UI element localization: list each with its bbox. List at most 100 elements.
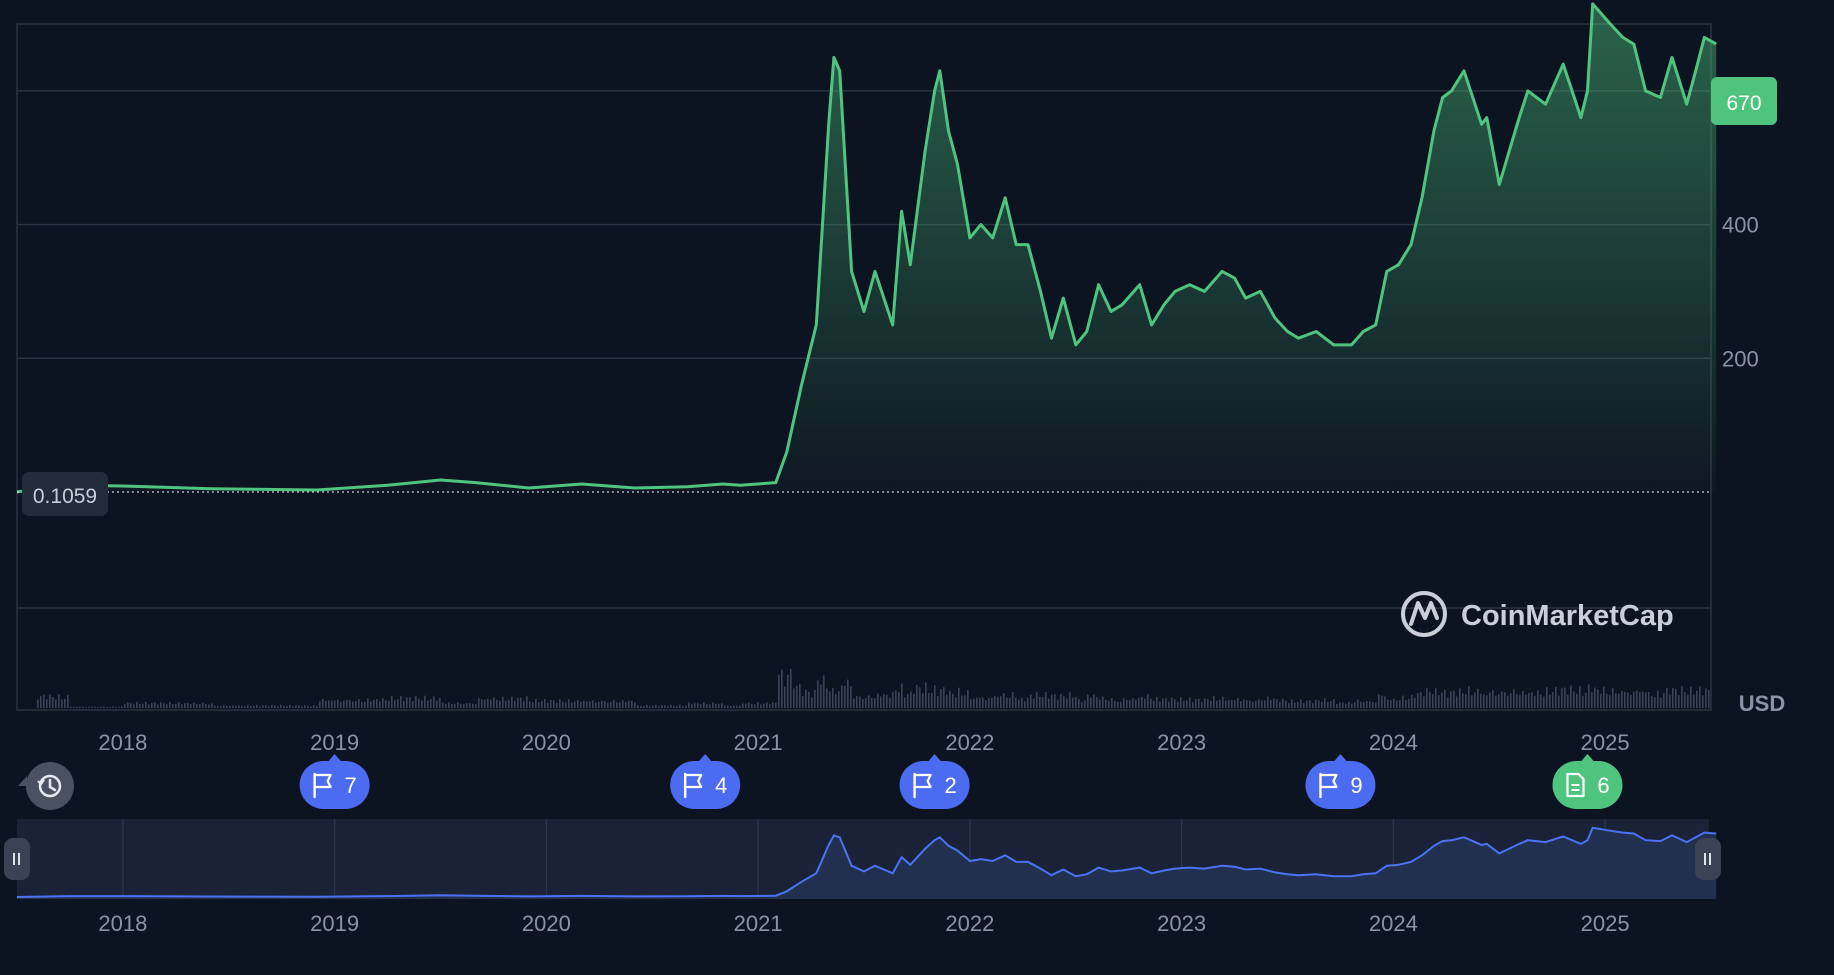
volume-bar xyxy=(583,700,585,708)
volume-bar xyxy=(1555,686,1557,708)
volume-bar xyxy=(55,699,57,708)
volume-bar xyxy=(964,695,966,708)
volume-bar xyxy=(757,702,759,708)
volume-bar xyxy=(745,703,747,708)
volume-bar xyxy=(595,702,597,708)
volume-bar xyxy=(118,706,120,708)
volume-bar xyxy=(628,700,630,708)
volume-bar xyxy=(544,699,546,708)
volume-bar xyxy=(829,691,831,708)
volume-bar xyxy=(661,705,663,708)
volume-bar xyxy=(352,701,354,708)
event-marker[interactable]: 4 xyxy=(670,754,741,809)
volume-bar xyxy=(691,704,693,708)
event-count: 2 xyxy=(944,773,956,798)
volume-bar xyxy=(1663,693,1665,708)
x-tick-label: 2018 xyxy=(98,730,147,755)
volume-bar xyxy=(85,706,87,708)
volume-bar xyxy=(1378,694,1380,708)
volume-bar xyxy=(391,695,393,708)
volume-bar xyxy=(1576,693,1578,708)
volume-bar xyxy=(169,701,171,708)
volume-bar xyxy=(1405,700,1407,708)
volume-bar xyxy=(967,689,969,708)
volume-bar xyxy=(457,702,459,708)
volume-bar xyxy=(1465,694,1467,708)
navigator[interactable] xyxy=(4,819,1721,899)
volume-bar xyxy=(694,702,696,708)
news-marker[interactable]: 6 xyxy=(1552,754,1623,809)
volume-bar xyxy=(97,706,99,708)
event-count: 9 xyxy=(1350,773,1362,798)
volume-bar xyxy=(1156,696,1158,708)
volume-bar xyxy=(688,702,690,708)
volume-bar xyxy=(880,696,882,708)
volume-bar xyxy=(190,704,192,708)
volume-bar xyxy=(1669,694,1671,708)
volume-bar xyxy=(346,699,348,708)
event-marker[interactable]: 7 xyxy=(299,754,370,809)
volume-bar xyxy=(1621,690,1623,708)
flag-icon xyxy=(1319,772,1338,799)
volume-bar xyxy=(1342,702,1344,708)
volume-bar xyxy=(1399,700,1401,708)
volume-bar xyxy=(124,704,126,708)
volume-bar xyxy=(1357,699,1359,708)
volume-bar xyxy=(313,705,315,708)
navigator-left-handle[interactable] xyxy=(4,838,30,880)
volume-bar xyxy=(748,702,750,708)
volume-bar xyxy=(1705,688,1707,708)
volume-bar xyxy=(148,704,150,708)
volume-bar xyxy=(1291,699,1293,708)
volume-bar xyxy=(673,705,675,708)
volume-bar xyxy=(1411,694,1413,708)
volume-bar xyxy=(1630,694,1632,708)
volume-bar xyxy=(475,704,477,708)
volume-bar xyxy=(145,701,147,708)
start-price-label: 0.1059 xyxy=(33,485,97,508)
volume-bar xyxy=(1489,692,1491,708)
volume-bar xyxy=(892,691,894,708)
volume-bar xyxy=(115,706,117,708)
volume-bar xyxy=(601,700,603,708)
volume-bar xyxy=(952,693,954,708)
volume-bar xyxy=(1141,697,1143,708)
volume-bar xyxy=(1348,701,1350,708)
volume-bar xyxy=(1096,697,1098,708)
volume-bar xyxy=(958,687,960,708)
volume-bar xyxy=(985,700,987,708)
volume-bar xyxy=(868,695,870,708)
volume-bar xyxy=(43,694,45,708)
volume-bar xyxy=(616,702,618,708)
volume-bar xyxy=(1246,700,1248,708)
volume-bar xyxy=(502,696,504,708)
volume-bar xyxy=(1528,692,1530,708)
volume-bar xyxy=(1414,697,1416,708)
volume-bar xyxy=(1360,701,1362,708)
volume-bar xyxy=(589,701,591,708)
volume-bar xyxy=(913,693,915,708)
volume-bar xyxy=(175,703,177,708)
volume-bar xyxy=(1453,690,1455,708)
volume-bar xyxy=(1372,702,1374,708)
event-marker[interactable]: 9 xyxy=(1305,754,1376,809)
volume-bar xyxy=(898,692,900,708)
navigator-x-tick-label: 2021 xyxy=(734,911,783,936)
navigator-right-handle[interactable] xyxy=(1695,838,1721,880)
volume-bar xyxy=(181,704,183,708)
volume-bar xyxy=(1600,693,1602,708)
history-button[interactable] xyxy=(18,762,74,810)
volume-bar xyxy=(184,703,186,708)
volume-bar xyxy=(1651,696,1653,708)
volume-bar xyxy=(520,697,522,708)
volume-bar xyxy=(1045,691,1047,708)
volume-bar xyxy=(1300,699,1302,708)
volume-bar xyxy=(529,701,531,708)
volume-bar xyxy=(1222,696,1224,708)
volume-bar xyxy=(643,706,645,708)
volume-bar xyxy=(298,705,300,708)
volume-bar xyxy=(568,699,570,708)
flag-icon xyxy=(683,772,703,799)
event-marker[interactable]: 2 xyxy=(899,754,970,809)
